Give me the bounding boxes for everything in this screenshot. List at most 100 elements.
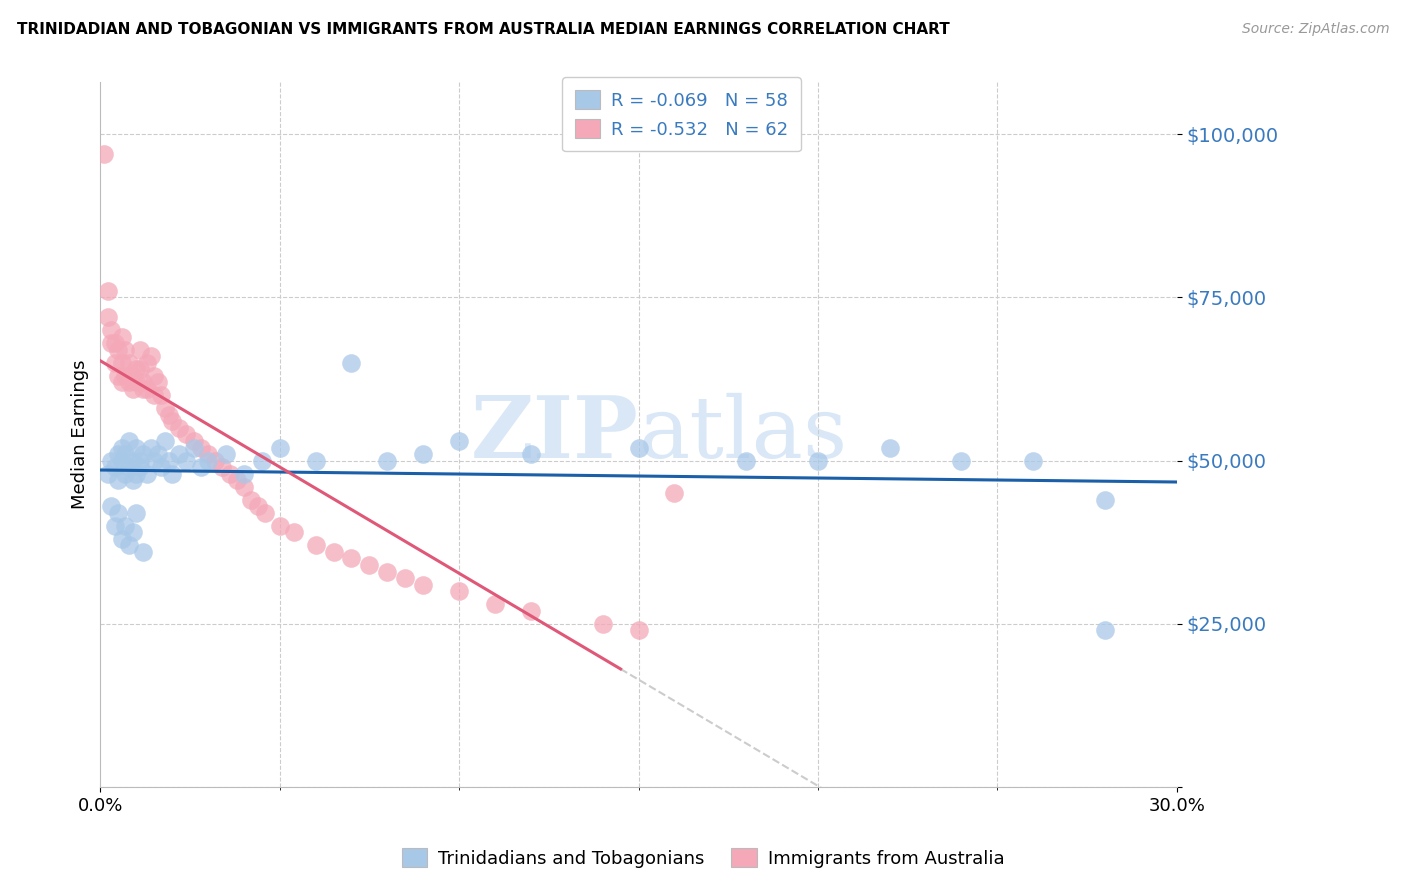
Point — [114, 343, 136, 357]
Point — [240, 492, 263, 507]
Point — [359, 558, 381, 572]
Point — [664, 486, 686, 500]
Point — [225, 473, 247, 487]
Point — [132, 447, 155, 461]
Point — [111, 356, 134, 370]
Point — [114, 467, 136, 481]
Point — [1094, 492, 1116, 507]
Point — [146, 376, 169, 390]
Point — [143, 453, 166, 467]
Point — [121, 368, 143, 383]
Point — [627, 441, 650, 455]
Point — [735, 453, 758, 467]
Point — [232, 467, 254, 481]
Point — [104, 356, 127, 370]
Point — [160, 414, 183, 428]
Point — [100, 453, 122, 467]
Point — [104, 336, 127, 351]
Point — [176, 427, 198, 442]
Point — [111, 329, 134, 343]
Point — [190, 460, 212, 475]
Point — [807, 453, 830, 467]
Point — [100, 336, 122, 351]
Point — [340, 551, 363, 566]
Point — [283, 525, 305, 540]
Point — [394, 571, 416, 585]
Point — [250, 453, 273, 467]
Point — [118, 356, 141, 370]
Point — [111, 532, 134, 546]
Point — [107, 473, 129, 487]
Point — [139, 441, 162, 455]
Point — [254, 506, 277, 520]
Text: ZIP: ZIP — [471, 392, 638, 476]
Point — [592, 616, 614, 631]
Point — [153, 401, 176, 416]
Point — [412, 577, 434, 591]
Point — [104, 519, 127, 533]
Point — [121, 382, 143, 396]
Point — [143, 368, 166, 383]
Point — [107, 343, 129, 357]
Point — [111, 453, 134, 467]
Point — [107, 368, 129, 383]
Point — [183, 441, 205, 455]
Point — [136, 382, 159, 396]
Point — [269, 519, 291, 533]
Point — [139, 349, 162, 363]
Point — [157, 453, 180, 467]
Point — [121, 453, 143, 467]
Point — [197, 447, 219, 461]
Point — [128, 460, 150, 475]
Point — [412, 447, 434, 461]
Point — [96, 467, 118, 481]
Point — [520, 447, 543, 461]
Point — [128, 343, 150, 357]
Point — [118, 538, 141, 552]
Point — [340, 356, 363, 370]
Point — [136, 356, 159, 370]
Point — [118, 460, 141, 475]
Point — [190, 441, 212, 455]
Point — [125, 376, 148, 390]
Point — [232, 480, 254, 494]
Point — [100, 500, 122, 514]
Point — [204, 453, 226, 467]
Point — [121, 473, 143, 487]
Point — [118, 376, 141, 390]
Point — [520, 604, 543, 618]
Point — [111, 441, 134, 455]
Point — [484, 597, 506, 611]
Text: Source: ZipAtlas.com: Source: ZipAtlas.com — [1241, 22, 1389, 37]
Point — [215, 447, 238, 461]
Point — [322, 545, 344, 559]
Point — [150, 460, 173, 475]
Point — [304, 453, 326, 467]
Point — [160, 467, 183, 481]
Point — [247, 500, 270, 514]
Point — [143, 388, 166, 402]
Point — [197, 453, 219, 467]
Point — [111, 376, 134, 390]
Point — [304, 538, 326, 552]
Point — [132, 382, 155, 396]
Point — [879, 441, 901, 455]
Point — [1094, 624, 1116, 638]
Y-axis label: Median Earnings: Median Earnings — [72, 359, 89, 509]
Point — [627, 624, 650, 638]
Point — [269, 441, 291, 455]
Point — [950, 453, 973, 467]
Point — [150, 388, 173, 402]
Point — [153, 434, 176, 448]
Point — [128, 362, 150, 376]
Point — [377, 453, 399, 467]
Point — [125, 506, 148, 520]
Point — [114, 519, 136, 533]
Point — [132, 376, 155, 390]
Legend: R = -0.069   N = 58, R = -0.532   N = 62: R = -0.069 N = 58, R = -0.532 N = 62 — [562, 77, 801, 151]
Point — [176, 453, 198, 467]
Point — [449, 584, 471, 599]
Point — [1022, 453, 1045, 467]
Point — [169, 421, 191, 435]
Point — [183, 434, 205, 448]
